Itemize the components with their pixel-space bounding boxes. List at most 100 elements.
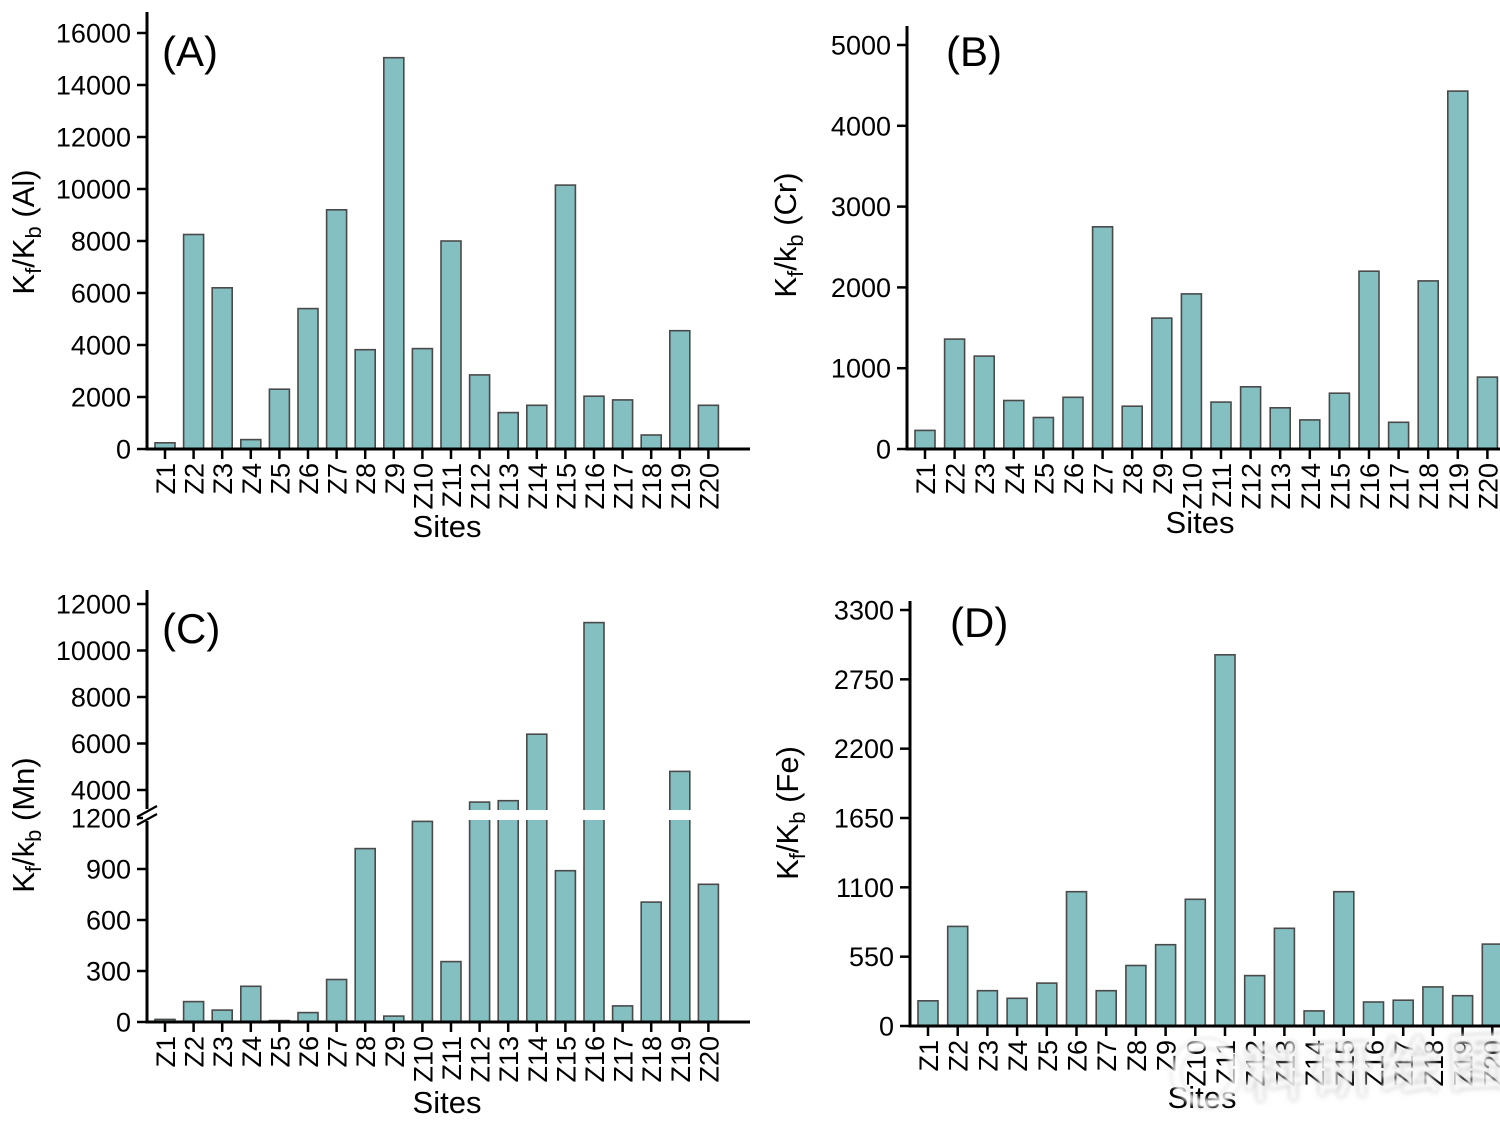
y-axis-title: Kf/Kb (Al)	[6, 169, 46, 294]
x-tick-label-Z3: Z3	[208, 463, 238, 495]
x-axis-title: Sites	[1168, 1080, 1237, 1115]
panel-b: 0 1000 2000 3000 4000 5000 Z1 Z2 Z3 Z4 Z5 Z6 Z7 Z8 Z9 Z…	[750, 0, 1500, 563]
bar-Z12	[1239, 385, 1262, 450]
y-tick-label: 6000	[71, 729, 131, 759]
bar-Z17	[611, 1005, 634, 1023]
x-tick-label-Z1: Z1	[151, 1036, 181, 1068]
bar-Z13	[1269, 406, 1292, 450]
x-tick-label-Z15: Z15	[1325, 463, 1355, 510]
bar-Z16	[1358, 270, 1380, 450]
bar-Z19	[1451, 994, 1474, 1027]
y-tick-label: 8000	[71, 683, 131, 713]
bar-Z12	[468, 801, 491, 1023]
x-tick-label-Z8: Z8	[351, 463, 381, 495]
bar-Z4	[1006, 997, 1028, 1027]
bar-Z8	[1121, 405, 1144, 450]
bar-Z10	[411, 347, 434, 450]
bar-Z17	[611, 399, 634, 450]
x-tick-label-Z5: Z5	[1033, 1040, 1063, 1072]
bar-Z3	[973, 355, 995, 450]
x-tick-label-Z4: Z4	[1000, 463, 1030, 495]
bar-Z2	[946, 925, 969, 1027]
x-tick-label-Z7: Z7	[323, 463, 353, 495]
bar-Z15	[1328, 392, 1351, 450]
panel-letter: (B)	[946, 28, 1002, 75]
y-tick-label: 0	[116, 1008, 131, 1038]
axis-break-slash	[136, 805, 158, 818]
x-tick-label-Z20: Z20	[1473, 463, 1500, 510]
y-tick-label: 1000	[831, 354, 891, 384]
x-axis-title: Sites	[413, 509, 482, 544]
x-tick-label-Z18: Z18	[1419, 1040, 1449, 1087]
panel-d: 0 550 1100 1650 2200 2750 3300 Z1 Z2 Z3 Z4 Z5 Z6 Z7 Z8…	[750, 563, 1500, 1127]
y-tick-label: 1650	[834, 804, 894, 834]
x-tick-label-Z12: Z12	[466, 1036, 496, 1083]
x-tick-label-Z7: Z7	[1089, 463, 1119, 495]
x-tick-label-Z19: Z19	[1444, 463, 1474, 510]
y-tick-label: 0	[876, 435, 891, 465]
y-tick-label: 4000	[71, 776, 131, 806]
bar-Z5	[1035, 982, 1058, 1027]
bar-Z14	[1298, 419, 1321, 450]
x-tick-label-Z7: Z7	[323, 1036, 353, 1068]
x-tick-label-Z18: Z18	[637, 1036, 667, 1083]
x-tick-label-Z7: Z7	[1092, 1040, 1122, 1072]
bar-Z10	[1180, 293, 1203, 450]
bar-Z8	[354, 847, 377, 1023]
bar-Z11	[1214, 654, 1236, 1027]
x-tick-label-Z9: Z9	[380, 463, 410, 495]
bar-Z18	[640, 434, 663, 450]
y-axis-title: Kf/kb (Cr)	[768, 172, 808, 297]
x-tick-label-Z13: Z13	[494, 463, 524, 510]
bar-Z19	[1446, 90, 1469, 450]
x-tick-label-Z14: Z14	[1296, 463, 1326, 510]
x-tick-label-Z12: Z12	[1237, 463, 1267, 510]
bar-Z20	[1476, 376, 1499, 450]
bar-Z2	[182, 1000, 205, 1023]
y-tick-label: 3300	[834, 596, 894, 626]
x-tick-label-Z14: Z14	[523, 1036, 553, 1083]
y-tick-label: 12000	[56, 123, 131, 153]
x-tick-label-Z11: Z11	[437, 463, 467, 508]
x-tick-label-Z4: Z4	[237, 463, 267, 495]
y-tick-label: 5000	[831, 31, 891, 61]
y-tick-label: 900	[86, 855, 131, 885]
x-tick-label-Z13: Z13	[1270, 1040, 1300, 1087]
bar-Z15	[1332, 890, 1355, 1027]
panel-letter: (A)	[162, 28, 218, 75]
panel-letter: (D)	[950, 599, 1008, 646]
x-tick-label-Z2: Z2	[941, 463, 971, 495]
y-tick-label: 300	[86, 957, 131, 987]
bar-Z14	[1303, 1010, 1325, 1027]
x-tick-label-Z13: Z13	[1266, 463, 1296, 510]
bar-Z14	[525, 404, 548, 450]
x-tick-label-Z3: Z3	[208, 1036, 238, 1068]
bar-Z7	[325, 978, 348, 1023]
y-tick-label: 3000	[831, 192, 891, 222]
x-tick-label-Z8: Z8	[1118, 463, 1148, 495]
x-tick-label-Z15: Z15	[551, 463, 581, 510]
bar-Z1	[917, 999, 939, 1027]
x-tick-label-Z9: Z9	[380, 1036, 410, 1068]
y-tick-label: 8000	[71, 227, 131, 257]
bar-Z18	[640, 901, 663, 1023]
y-tick-label: 1100	[836, 873, 894, 903]
x-tick-label-Z3: Z3	[970, 463, 1000, 495]
axis-break-slash	[136, 813, 158, 826]
x-tick-label-Z6: Z6	[294, 463, 324, 495]
y-tick-label: 4000	[71, 331, 131, 361]
x-tick-label-Z16: Z16	[580, 463, 610, 510]
x-tick-label-Z16: Z16	[580, 1036, 610, 1083]
bar-Z3	[211, 1009, 233, 1023]
x-tick-label-Z18: Z18	[1414, 463, 1444, 510]
x-tick-label-Z9: Z9	[1152, 1040, 1182, 1072]
x-tick-label-Z5: Z5	[265, 463, 295, 495]
y-tick-label: 6000	[71, 279, 131, 309]
bar-Z10	[1184, 898, 1207, 1027]
x-tick-label-Z6: Z6	[1059, 463, 1089, 495]
bar-Z16	[583, 395, 605, 450]
x-tick-label-Z17: Z17	[1389, 1040, 1419, 1087]
y-tick-label: 600	[86, 906, 131, 936]
